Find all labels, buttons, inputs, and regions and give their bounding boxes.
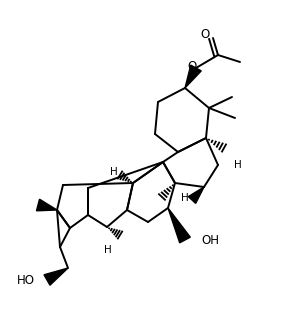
Text: H: H [234, 160, 242, 170]
Text: O: O [187, 60, 197, 72]
Polygon shape [36, 199, 57, 211]
Text: H: H [110, 167, 118, 177]
Text: HO: HO [17, 274, 35, 286]
Polygon shape [188, 187, 204, 203]
Polygon shape [168, 208, 190, 243]
Text: H: H [104, 245, 112, 255]
Text: O: O [201, 27, 210, 41]
Text: H: H [181, 193, 189, 203]
Text: OH: OH [201, 233, 219, 246]
Polygon shape [44, 268, 68, 285]
Polygon shape [185, 65, 201, 88]
